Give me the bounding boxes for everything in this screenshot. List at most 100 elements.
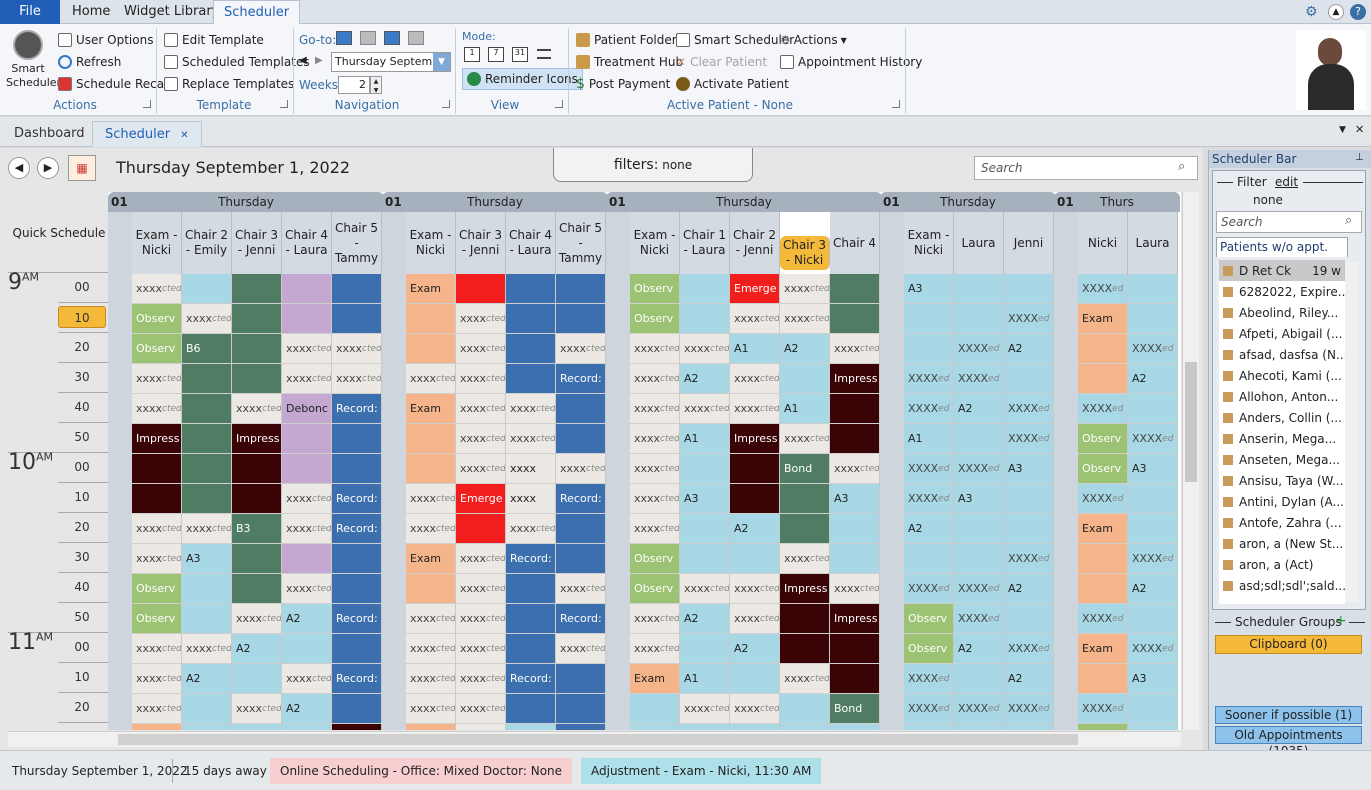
appointment-slot[interactable]: xxxx cted <box>456 394 506 424</box>
appointment-slot[interactable]: A2 <box>730 514 780 544</box>
goto-month-icon[interactable] <box>384 31 400 45</box>
appointment-slot[interactable]: XXXX ed <box>904 454 954 484</box>
appointment-slot[interactable] <box>556 424 606 454</box>
appointment-history-button[interactable]: Appointment History <box>780 52 922 72</box>
appointment-slot[interactable] <box>780 604 830 634</box>
appointment-slot[interactable]: xxxx cted <box>282 514 332 544</box>
appointment-slot[interactable] <box>556 664 606 694</box>
appointment-slot[interactable] <box>1128 604 1178 634</box>
appointment-slot[interactable] <box>132 454 182 484</box>
time-slot-label[interactable]: 50 <box>74 430 90 444</box>
appointment-slot[interactable] <box>406 334 456 364</box>
appointment-slot[interactable]: xxxx cted <box>132 694 182 724</box>
appointment-slot[interactable]: xxxx cted <box>456 424 506 454</box>
appointment-slot[interactable] <box>1004 724 1054 730</box>
mode-month-icon[interactable]: 31 <box>512 47 528 62</box>
appointment-slot[interactable]: xxxx cted <box>332 364 382 394</box>
appointment-slot[interactable]: xxxx cted <box>282 364 332 394</box>
appointment-slot[interactable]: A3 <box>182 544 232 574</box>
appointment-slot[interactable]: xxxx cted <box>730 394 780 424</box>
appointment-slot[interactable] <box>1078 664 1128 694</box>
appointment-slot[interactable]: Record: <box>506 544 556 574</box>
appointment-slot[interactable]: xxxx cted <box>456 304 506 334</box>
appointment-slot[interactable] <box>132 484 182 514</box>
appointment-slot[interactable]: XXXX ed <box>904 574 954 604</box>
appointment-slot[interactable]: xxxx cted <box>232 604 282 634</box>
appointment-slot[interactable]: xxxx cted <box>730 574 780 604</box>
appointment-slot[interactable]: xxxx cted <box>730 694 780 724</box>
appointment-slot[interactable]: xxxx cted <box>182 634 232 664</box>
column-header[interactable]: Chair 2 - Emily <box>182 212 232 274</box>
appointment-slot[interactable] <box>1004 364 1054 394</box>
old-appointments-button[interactable]: Old Appointments (1035) <box>1215 726 1362 758</box>
appointment-slot[interactable]: Record: <box>506 664 556 694</box>
appointment-slot[interactable]: A2 <box>680 364 730 394</box>
appointment-slot[interactable] <box>780 484 830 514</box>
appointment-slot[interactable] <box>282 724 332 730</box>
appointment-slot[interactable]: xxxx cted <box>680 334 730 364</box>
goto-day-icon[interactable] <box>336 31 352 45</box>
appointment-slot[interactable] <box>954 544 1004 574</box>
appointment-slot[interactable]: xxxx cted <box>630 484 680 514</box>
appointment-slot[interactable]: xxxx cted <box>406 634 456 664</box>
appointment-slot[interactable] <box>1128 514 1178 544</box>
appointment-slot[interactable]: xxxx cted <box>132 544 182 574</box>
appointment-slot[interactable]: xxxx cted <box>630 364 680 394</box>
appointment-slot[interactable]: A1 <box>680 664 730 694</box>
appointment-slot[interactable]: Exam <box>132 724 182 730</box>
appointment-slot[interactable]: Record <box>556 724 606 730</box>
appointment-slot[interactable] <box>406 424 456 454</box>
appointment-slot[interactable]: xxxx cted <box>630 514 680 544</box>
appointment-slot[interactable]: Impress <box>830 364 880 394</box>
appointment-slot[interactable]: A2 <box>954 634 1004 664</box>
appointment-slot[interactable] <box>332 304 382 334</box>
appointment-slot[interactable] <box>680 454 730 484</box>
tab-patients-without-appt[interactable]: Patients w/o appt. (269) <box>1216 237 1348 273</box>
appointment-slot[interactable]: xxxx cted <box>406 514 456 544</box>
appointment-slot[interactable]: A2 <box>282 604 332 634</box>
appointment-slot[interactable]: XXXX ed <box>904 364 954 394</box>
appointment-slot[interactable]: A3 <box>1004 454 1054 484</box>
day-header[interactable]: 01 Thursday <box>606 192 882 212</box>
appointment-slot[interactable]: Observ <box>1078 424 1128 454</box>
time-slot-label[interactable]: 10 <box>74 490 90 504</box>
appointment-slot[interactable]: A2 <box>680 604 730 634</box>
appointment-slot[interactable] <box>232 334 282 364</box>
appointment-slot[interactable] <box>780 724 830 730</box>
appointment-slot[interactable]: Exam <box>630 664 680 694</box>
list-item[interactable]: aron, a (New St... <box>1219 533 1345 554</box>
appointment-slot[interactable]: xxxx cted <box>630 334 680 364</box>
appointment-slot[interactable] <box>954 274 1004 304</box>
time-slot-label[interactable]: 30 <box>58 726 106 730</box>
list-item[interactable]: Antofe, Zahra (... <box>1219 512 1345 533</box>
appointment-slot[interactable]: XXXX ed <box>954 574 1004 604</box>
time-slot-label[interactable]: 40 <box>74 580 90 594</box>
appointment-slot[interactable]: xxxx cted <box>282 664 332 694</box>
appointment-slot[interactable]: xxxx cted <box>556 634 606 664</box>
appointment-slot[interactable] <box>282 424 332 454</box>
time-slot-label[interactable]: 00 <box>74 460 90 474</box>
column-header[interactable]: Chair 2 - Jenni <box>730 212 780 274</box>
appointment-slot[interactable]: xxxx cted <box>406 484 456 514</box>
appointment-slot[interactable] <box>406 454 456 484</box>
appointment-slot[interactable]: Impress <box>132 424 182 454</box>
appointment-slot[interactable]: xxxx cted <box>282 574 332 604</box>
appointment-slot[interactable] <box>1078 544 1128 574</box>
appointment-slot[interactable] <box>332 574 382 604</box>
chevron-down-icon[interactable]: ▼ <box>1339 125 1346 135</box>
appointment-slot[interactable] <box>182 364 232 394</box>
column-header[interactable]: Chair 4 <box>830 212 880 274</box>
mode-list-icon[interactable] <box>537 49 551 59</box>
patient-search-input[interactable]: Search <box>1216 211 1362 233</box>
dialog-launcher-icon[interactable] <box>892 100 900 108</box>
appointment-slot[interactable]: XXXX ed <box>1004 394 1054 424</box>
column-header[interactable]: Chair 4 - Laura <box>282 212 332 274</box>
appointment-slot[interactable] <box>332 454 382 484</box>
collapse-ribbon-icon[interactable]: ▲ <box>1328 4 1344 20</box>
appointment-slot[interactable]: XXXX ed <box>954 454 1004 484</box>
appointment-slot[interactable] <box>556 544 606 574</box>
calendar-picker-icon[interactable]: ▦ <box>68 155 96 181</box>
appointment-slot[interactable] <box>506 724 556 730</box>
appointment-slot[interactable]: xxxx cted <box>680 574 730 604</box>
appointment-slot[interactable]: XXXX ed <box>954 334 1004 364</box>
